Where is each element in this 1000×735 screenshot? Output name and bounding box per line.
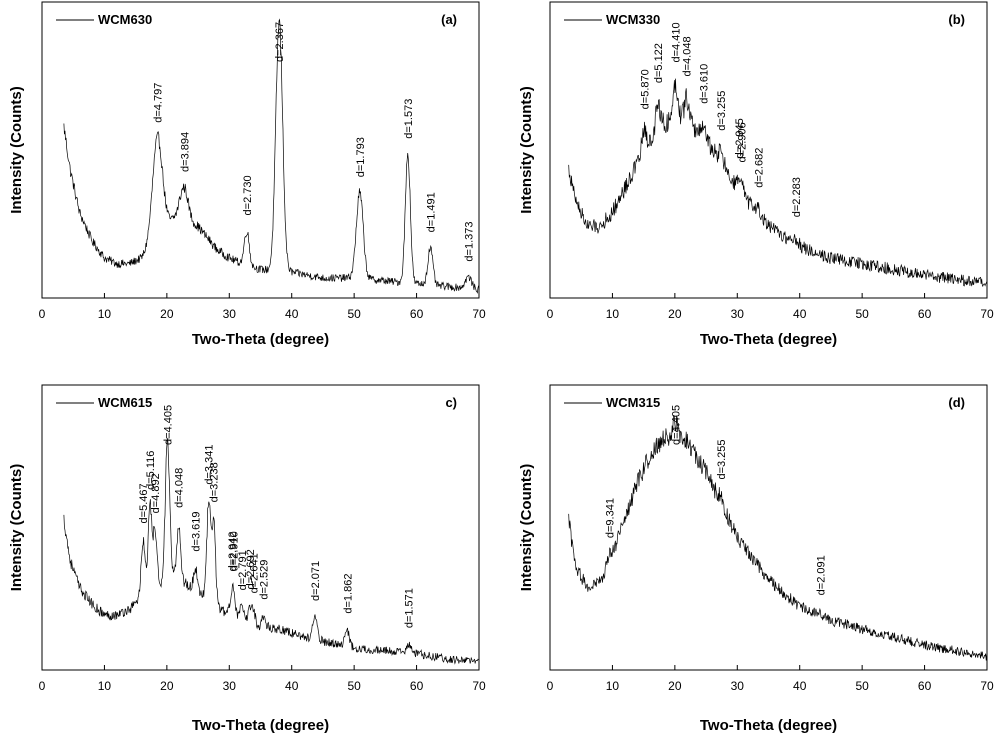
peak-d-spacing-label: d=4.410 (670, 22, 682, 62)
peak-d-spacing-label: d=2.071 (310, 561, 322, 601)
peak-d-spacing-label: d=3.255 (716, 439, 728, 479)
peak-d-spacing-label: d=5.870 (639, 69, 651, 109)
xrd-pattern-line (569, 79, 987, 287)
x-tick-label: 40 (793, 307, 807, 321)
y-axis-label: Intensity (Counts) (8, 86, 25, 214)
x-tick-label: 50 (855, 307, 869, 321)
legend-label: WCM330 (606, 12, 660, 27)
x-tick-label: 50 (855, 679, 869, 693)
x-tick-label: 30 (731, 307, 745, 321)
x-tick-label: 30 (223, 307, 237, 321)
x-tick-label: 10 (606, 307, 620, 321)
peak-d-spacing-label: d=4.797 (152, 83, 164, 123)
legend: WCM630 (56, 12, 152, 27)
peak-d-spacing-label: d=3.255 (716, 91, 728, 131)
panel-label: (a) (441, 12, 457, 27)
x-tick-label: 0 (39, 679, 46, 693)
x-tick-label: 70 (472, 307, 486, 321)
peak-d-spacing-label: d=3.894 (179, 132, 191, 172)
peak-d-spacing-label: d=2.906 (737, 122, 749, 162)
y-axis-label: Intensity (Counts) (518, 464, 535, 592)
x-tick-label: 20 (668, 307, 682, 321)
x-tick-label: 40 (285, 307, 299, 321)
x-tick-label: 70 (980, 307, 994, 321)
panel-label: (b) (948, 12, 965, 27)
peak-d-spacing-label: d=2.091 (815, 555, 827, 595)
legend-label: WCM615 (98, 395, 152, 410)
peak-d-spacing-label: d=1.862 (342, 574, 354, 614)
peak-d-spacing-label: d=4.892 (150, 473, 162, 513)
x-tick-label: 70 (472, 679, 486, 693)
x-tick-label: 20 (160, 679, 174, 693)
peak-d-spacing-label: d=5.122 (653, 43, 665, 83)
panel-label: (d) (948, 395, 965, 410)
peak-d-spacing-label: d=4.405 (162, 405, 174, 445)
panel-1: 0 10 20 30 40 50 60 70 Two-Theta (degree) Intensi… (8, 2, 486, 348)
x-tick-label: 60 (918, 307, 932, 321)
x-axis-label: Two-Theta (degree) (700, 717, 837, 734)
x-tick-label: 60 (410, 679, 424, 693)
panel-2: 0 10 20 30 40 50 60 70 Two-Theta (degree) Intensi… (518, 2, 994, 348)
peak-d-spacing-label: d=1.373 (463, 221, 475, 261)
legend: WCM315 (564, 395, 660, 410)
x-tick-label: 50 (347, 679, 361, 693)
x-tick-label: 60 (918, 679, 932, 693)
x-tick-label: 0 (547, 679, 554, 693)
x-tick-label: 10 (98, 307, 112, 321)
peak-d-spacing-label: d=2.682 (754, 148, 766, 188)
peak-d-spacing-label: d=4.405 (670, 405, 682, 445)
panel-3: 0 10 20 30 40 50 60 70 Two-Theta (degree) Intensi… (8, 385, 486, 734)
x-tick-label: 50 (347, 307, 361, 321)
legend-label: WCM315 (606, 395, 660, 410)
peak-d-spacing-label: d=1.573 (403, 99, 415, 139)
legend: WCM615 (56, 395, 152, 410)
peak-d-spacing-label: d=2.367 (274, 22, 286, 62)
x-axis-label: Two-Theta (degree) (192, 717, 329, 734)
x-tick-label: 0 (39, 307, 46, 321)
panel-4: 0 10 20 30 40 50 60 70 Two-Theta (degree) Intensi… (518, 385, 994, 734)
x-axis-label: Two-Theta (degree) (192, 331, 329, 348)
x-tick-label: 40 (285, 679, 299, 693)
plot-frame (42, 2, 479, 298)
peak-d-spacing-label: d=4.048 (174, 468, 186, 508)
x-tick-label: 30 (223, 679, 237, 693)
peak-d-spacing-label: d=3.238 (209, 462, 221, 502)
peak-d-spacing-label: d=2.730 (242, 175, 254, 215)
peak-d-spacing-label: d=2.283 (791, 177, 803, 217)
x-tick-label: 10 (98, 679, 112, 693)
xrd-pattern-line (64, 20, 479, 293)
peak-d-spacing-label: d=1.793 (355, 137, 367, 177)
legend: WCM330 (564, 12, 660, 27)
plot-frame (550, 2, 987, 298)
legend-label: WCM630 (98, 12, 152, 27)
x-axis-label: Two-Theta (degree) (700, 331, 837, 348)
y-axis-label: Intensity (Counts) (8, 464, 25, 592)
peak-d-spacing-label: d=9.341 (604, 498, 616, 538)
x-tick-label: 20 (668, 679, 682, 693)
x-tick-label: 30 (731, 679, 745, 693)
peak-d-spacing-label: d=1.491 (425, 192, 437, 232)
peak-d-spacing-label: d=2.529 (259, 560, 271, 600)
y-axis-label: Intensity (Counts) (518, 86, 535, 214)
x-tick-label: 70 (980, 679, 994, 693)
xrd-pattern-line (64, 438, 479, 664)
peak-d-spacing-label: d=4.048 (682, 36, 694, 76)
x-tick-label: 10 (606, 679, 620, 693)
panel-label: c) (445, 395, 457, 410)
peak-d-spacing-label: d=3.610 (699, 64, 711, 104)
peak-d-spacing-label: d=1.571 (403, 588, 415, 628)
xrd-pattern-line (569, 415, 987, 660)
peak-d-spacing-label: d=3.619 (191, 512, 203, 552)
x-tick-label: 0 (547, 307, 554, 321)
x-tick-label: 40 (793, 679, 807, 693)
x-tick-label: 60 (410, 307, 424, 321)
x-tick-label: 20 (160, 307, 174, 321)
